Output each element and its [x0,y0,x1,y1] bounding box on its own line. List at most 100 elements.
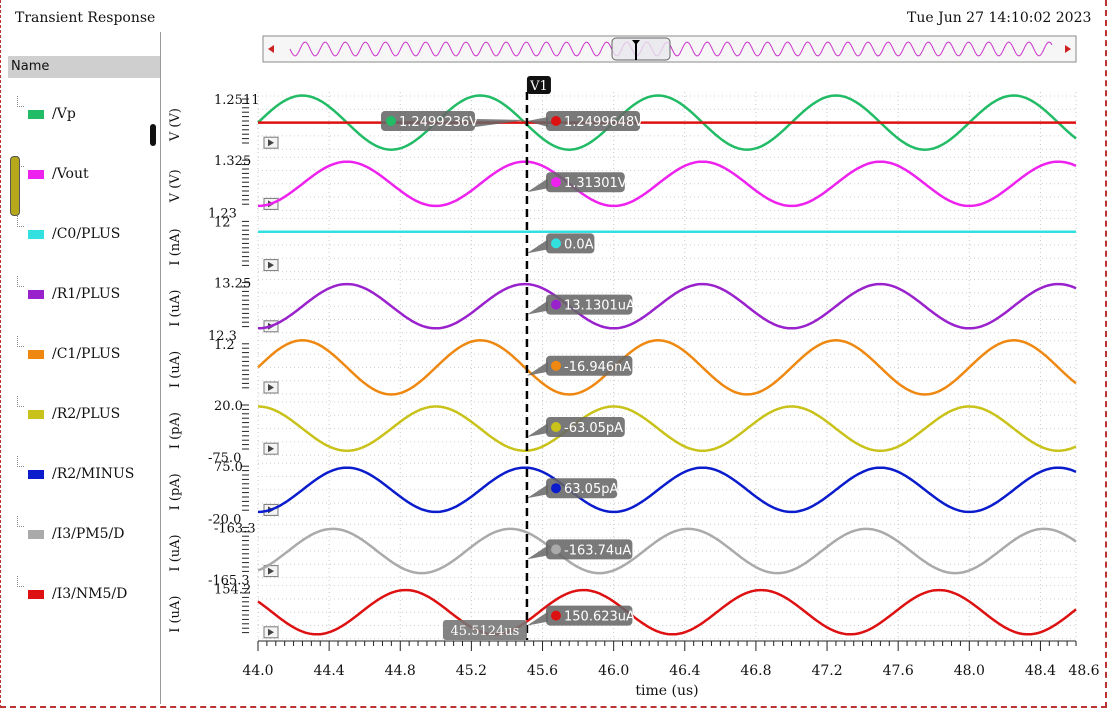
play-icon [268,567,274,575]
play-icon [268,384,274,391]
x-tick-label: 48.4 [1025,663,1056,679]
x-tick-label: 46.0 [598,663,629,679]
marker-label-box[interactable] [526,76,551,94]
legend-item[interactable]: /R1/PLUS [17,276,121,304]
panel: I (uA) -163.3 -165.3 [168,521,1077,589]
legend-item[interactable]: /Vp [17,96,76,124]
annotation-value: 13.1301uA [564,299,635,314]
x-tick-label: 45.6 [527,663,558,679]
marker-annotation[interactable]: 0.0A [526,233,595,254]
y-bottom-label: -165.3 [208,574,250,589]
annotation-box [546,478,618,499]
vertical-marker[interactable]: V1 45.5124us [442,76,551,640]
annotation-dot [386,116,396,126]
annotation-box [546,605,633,626]
annotation-box [546,294,633,315]
y-bottom-label: 12.3 [208,329,237,344]
annotation-dot [551,422,561,432]
legend-label: /C0/PLUS [52,226,121,242]
annotation-value: 1.31301V [564,176,627,191]
y-top-label: 12 [214,215,231,230]
annotation-dot [551,238,561,249]
legend-label: /Vout [52,166,89,182]
annotation-value: 150.623uA [564,610,635,625]
legend-item[interactable]: /I3/PM5/D [17,516,125,544]
series-line [258,160,1077,208]
series-line [257,588,1077,636]
legend-label: /Vp [52,106,76,122]
marker-x-value: 45.5124us [451,624,520,639]
y-axis-label: I (uA) [168,290,183,327]
legend-swatch [28,169,44,179]
play-icon [268,628,274,636]
legend-label: /R1/PLUS [52,286,121,302]
tree-connector [17,396,24,407]
marker-annotation[interactable]: 1.2499648V [526,111,643,131]
legend-swatch [28,409,44,419]
marker-annotation[interactable]: -63.05pA [526,417,625,437]
legend-label: /I3/PM5/D [52,526,125,542]
tree-connector [17,336,24,347]
marker-annotation[interactable]: -16.946nA [526,355,633,376]
annotation-box [381,111,475,131]
panel: V (V) 1.325 1.23 [168,154,1077,221]
legend-item[interactable]: /R2/PLUS [17,396,120,424]
legend-item[interactable]: /C1/PLUS [17,336,120,364]
y-bottom-label: 1.23 [208,206,237,221]
annotation-pointer [526,545,548,560]
annotation-pointer [526,178,548,193]
marker-annotation[interactable]: 1.2499236V [381,111,527,131]
x-tick-label: 48.0 [954,663,985,679]
marker-annotation[interactable]: 13.1301uA [526,294,635,315]
legend-item[interactable]: /R2/MINUS [17,456,135,484]
grid [257,92,1077,638]
y-top-label: 1.2 [214,338,235,353]
annotation-value: -63.05pA [564,421,623,436]
marker-annotation[interactable]: -163.74uA [526,539,633,560]
legend-item[interactable]: /I3/NM5/D [17,576,127,604]
legend-label: /R2/MINUS [52,466,135,482]
marker-x-box [442,620,527,640]
legend-swatch [28,229,44,239]
play-icon [268,261,274,269]
annotation-box [546,172,625,193]
annotation-value: 63.05pA [564,482,618,497]
x-tick-label: 45.2 [456,663,487,679]
play-icon [268,445,274,453]
legend-item[interactable]: /C0/PLUS [17,216,121,244]
annotation-dot [551,544,561,555]
x-tick-label: 47.2 [811,663,842,679]
marker-annotation[interactable]: 63.05pA [526,478,619,499]
x-axis: 44.0 44.4 44.8 45.2 45.6 46.0 46.4 46.8 47.2 47.6… [242,640,1100,699]
y-axis-label: I (uA) [168,596,183,633]
annotation-value: 0.0A [564,237,594,252]
y-axis-label: I (nA) [168,228,183,265]
marker-annotation[interactable]: 150.623uA [526,605,635,626]
y-axis-label: I (pA) [168,473,183,510]
legend-selection-bar[interactable] [10,156,20,216]
annotation-box [546,111,640,131]
x-axis-label: time (us) [635,683,698,699]
panel: I (uA) 13.25 12.3 [168,277,1077,344]
panel: I (uA) 1.2 [168,338,1077,396]
annotation-dot [551,610,561,621]
panel: I (nA) 12 [168,215,1076,273]
legend-swatch [28,289,44,299]
y-top-label: 154.2 [214,583,251,598]
tree-connector [17,96,24,107]
legend-swatch [28,109,44,119]
tree-connector [17,216,24,227]
annotation-pointer [475,119,527,127]
panel: V (V) 1.2511 [168,93,1077,151]
series-line [257,94,1077,151]
series-line [258,405,1077,452]
y-bottom-label: -20.0 [208,512,241,527]
marker-annotation[interactable]: 1.31301V [526,172,627,193]
y-top-label: -163.3 [214,521,256,536]
y-axis-label: V (V) [168,108,183,142]
legend-scroll-handle[interactable] [150,124,156,146]
annotation-pointer [526,484,548,499]
y-top-label: 75.0 [214,460,243,475]
annotation-value: 1.2499648V [564,115,643,130]
annotation-pointer [526,239,548,254]
